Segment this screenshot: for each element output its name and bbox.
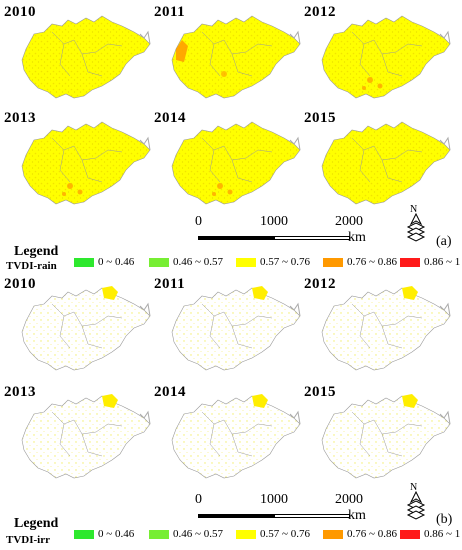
north-arrow-icon: N: [406, 204, 426, 242]
scale-bar: 0 1000 2000 km: [190, 214, 370, 245]
map-2015-rain: 2015: [304, 110, 454, 210]
year-label: 2010: [4, 4, 36, 20]
legend-subtitle: TVDI-rain: [6, 260, 57, 272]
scale-segment-white: [274, 514, 350, 518]
map-2011-irr: 2011: [154, 276, 304, 376]
legend-swatch: [323, 257, 343, 267]
year-label: 2014: [154, 384, 186, 400]
legend-class-label: 0.86 ~ 1: [424, 256, 461, 268]
legend-class-5: 0.86 ~ 1: [400, 528, 460, 540]
legend-class-label: 0.46 ~ 0.57: [173, 528, 223, 540]
scale-segment-white: [274, 236, 350, 240]
legend-title: Legend: [14, 244, 59, 259]
svg-text:N: N: [410, 482, 417, 493]
year-label: 2011: [154, 4, 186, 20]
panel-a: 2010 2011 2012 2013 2014 2015 0 1000 200: [0, 0, 462, 272]
legend-title: Legend: [14, 516, 59, 531]
map-2010-rain: 2010: [4, 4, 154, 104]
map-2012-irr: 2012: [304, 276, 454, 376]
legend-class-label: 0 ~ 0.46: [98, 256, 135, 268]
legend-swatch: [74, 257, 94, 267]
legend-class-label: 0.76 ~ 0.86: [347, 528, 397, 540]
year-label: 2011: [154, 276, 186, 292]
scale-unit: km: [348, 230, 366, 245]
legend-swatch: [74, 529, 94, 539]
legend-class-1: 0 ~ 0.46: [74, 528, 134, 540]
legend-class-3: 0.57 ~ 0.76: [236, 256, 310, 268]
legend-swatch: [236, 257, 256, 267]
panel-label-b: (b): [436, 512, 453, 527]
map-2011-rain: 2011: [154, 4, 304, 104]
map-2013-rain: 2013: [4, 110, 154, 210]
north-arrow-icon: N: [406, 482, 426, 520]
legend-class-1: 0 ~ 0.46: [74, 256, 134, 268]
legend-class-4: 0.76 ~ 0.86: [323, 528, 397, 540]
year-label: 2013: [4, 384, 36, 400]
scale-tick-0: 0: [195, 492, 202, 507]
scale-tick-2000: 2000: [335, 492, 363, 507]
year-label: 2010: [4, 276, 36, 292]
year-label: 2012: [304, 276, 336, 292]
legend-class-4: 0.76 ~ 0.86: [323, 256, 397, 268]
legend-subtitle: TVDI-irr: [6, 534, 50, 546]
scale-segment-black: [198, 514, 274, 518]
scale-tick-2000: 2000: [335, 214, 363, 229]
legend-swatch: [149, 529, 169, 539]
year-label: 2014: [154, 110, 186, 126]
legend-class-label: 0.46 ~ 0.57: [173, 256, 223, 268]
year-label: 2015: [304, 110, 336, 126]
map-2014-irr: 2014: [154, 384, 304, 484]
year-label: 2015: [304, 384, 336, 400]
legend-class-label: 0.57 ~ 0.76: [260, 256, 310, 268]
scale-tick-1000: 1000: [260, 492, 288, 507]
legend-class-label: 0.86 ~ 1: [424, 528, 461, 540]
year-label: 2013: [4, 110, 36, 126]
legend-swatch: [236, 529, 256, 539]
map-2015-irr: 2015: [304, 384, 454, 484]
scale-tick-1000: 1000: [260, 214, 288, 229]
map-2012-rain: 2012: [304, 4, 454, 104]
scale-bar: 0 1000 2000 km: [190, 492, 370, 523]
scale-unit: km: [348, 508, 366, 523]
legend-swatch: [400, 257, 420, 267]
panel-b: 2010 2011 2012 2013 2014 2015 0 1000 200…: [0, 276, 462, 550]
map-2013-irr: 2013: [4, 384, 154, 484]
legend-class-2: 0.46 ~ 0.57: [149, 528, 223, 540]
legend-class-5: 0.86 ~ 1: [400, 256, 460, 268]
panel-label-a: (a): [436, 234, 452, 249]
legend-swatch: [400, 529, 420, 539]
legend-class-label: 0.57 ~ 0.76: [260, 528, 310, 540]
year-label: 2012: [304, 4, 336, 20]
legend-class-3: 0.57 ~ 0.76: [236, 528, 310, 540]
legend-class-label: 0 ~ 0.46: [98, 528, 135, 540]
legend-swatch: [323, 529, 343, 539]
legend-class-2: 0.46 ~ 0.57: [149, 256, 223, 268]
map-2014-rain: 2014: [154, 110, 304, 210]
legend-class-label: 0.76 ~ 0.86: [347, 256, 397, 268]
svg-text:N: N: [410, 204, 417, 215]
legend-swatch: [149, 257, 169, 267]
scale-tick-0: 0: [195, 214, 202, 229]
map-2010-irr: 2010: [4, 276, 154, 376]
scale-segment-black: [198, 236, 274, 240]
